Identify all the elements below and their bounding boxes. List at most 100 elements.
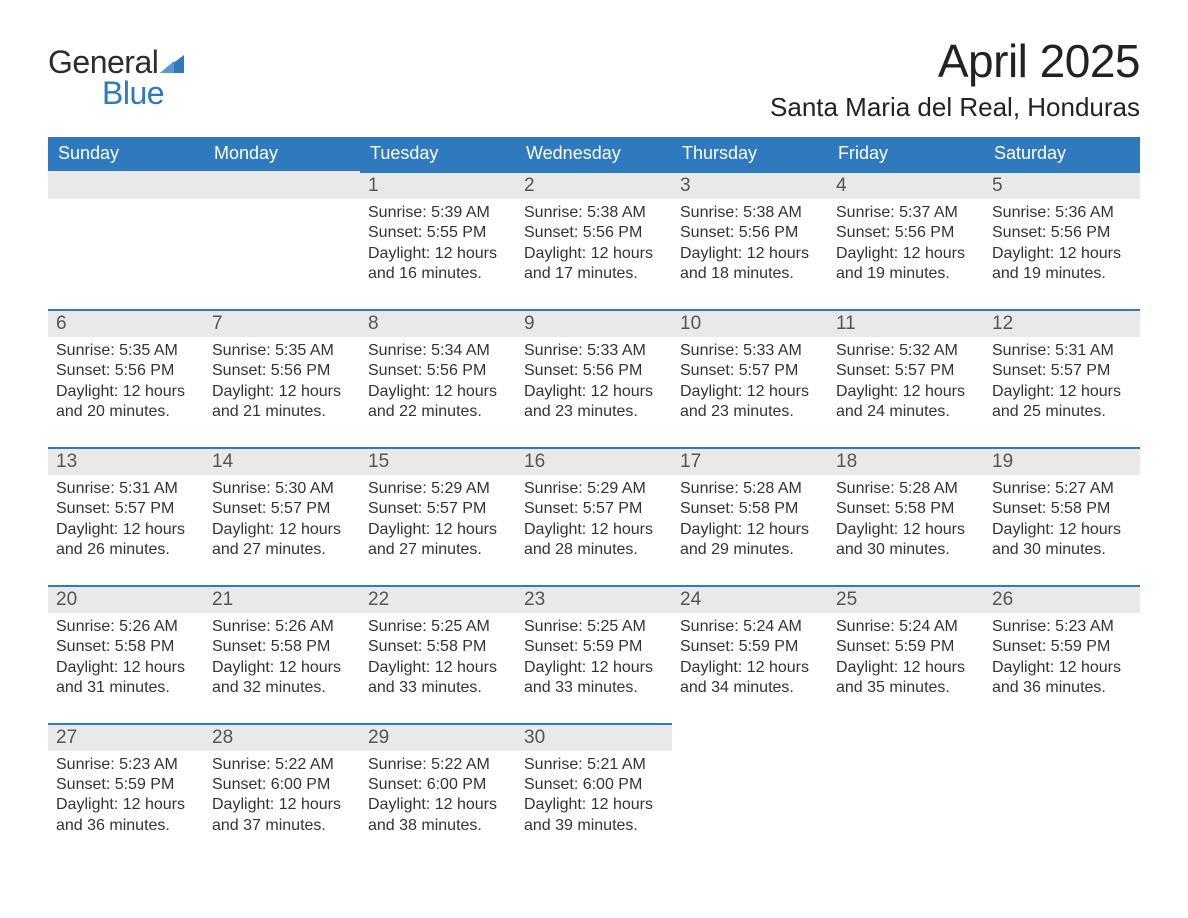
- empty-day-number: [48, 172, 204, 199]
- day-cell: Sunrise: 5:32 AMSunset: 5:57 PMDaylight:…: [828, 337, 984, 448]
- day-cell: Sunrise: 5:38 AMSunset: 5:56 PMDaylight:…: [672, 199, 828, 310]
- day-cell: Sunrise: 5:35 AMSunset: 5:56 PMDaylight:…: [48, 337, 204, 448]
- weekday-header: Monday: [204, 137, 360, 172]
- day-info: Sunrise: 5:25 AMSunset: 5:58 PMDaylight:…: [368, 613, 508, 699]
- day-number: 6: [48, 310, 204, 337]
- day-number: 7: [204, 310, 360, 337]
- weekday-header: Wednesday: [516, 137, 672, 172]
- day-cell: Sunrise: 5:35 AMSunset: 5:56 PMDaylight:…: [204, 337, 360, 448]
- day-info: Sunrise: 5:26 AMSunset: 5:58 PMDaylight:…: [212, 613, 352, 699]
- day-number: 13: [48, 448, 204, 475]
- day-number: 22: [360, 586, 516, 613]
- day-number: 5: [984, 172, 1140, 199]
- logo: General Blue: [48, 34, 188, 108]
- weekday-header: Friday: [828, 137, 984, 172]
- day-cell: Sunrise: 5:36 AMSunset: 5:56 PMDaylight:…: [984, 199, 1140, 310]
- day-info: Sunrise: 5:28 AMSunset: 5:58 PMDaylight:…: [836, 475, 976, 561]
- day-number: 4: [828, 172, 984, 199]
- page-title: April 2025: [770, 34, 1140, 88]
- day-number: 15: [360, 448, 516, 475]
- day-cell: Sunrise: 5:24 AMSunset: 5:59 PMDaylight:…: [672, 613, 828, 724]
- empty-day-number: [204, 172, 360, 199]
- day-number: 28: [204, 724, 360, 751]
- day-number: 23: [516, 586, 672, 613]
- day-cell: Sunrise: 5:26 AMSunset: 5:58 PMDaylight:…: [48, 613, 204, 724]
- day-info: Sunrise: 5:22 AMSunset: 6:00 PMDaylight:…: [368, 751, 508, 837]
- day-info: Sunrise: 5:39 AMSunset: 5:55 PMDaylight:…: [368, 199, 508, 285]
- day-number: 17: [672, 448, 828, 475]
- empty-day-cell: [48, 199, 204, 310]
- day-info: Sunrise: 5:22 AMSunset: 6:00 PMDaylight:…: [212, 751, 352, 837]
- day-number: 21: [204, 586, 360, 613]
- day-number: 8: [360, 310, 516, 337]
- empty-day-cell: [204, 199, 360, 310]
- day-cell: Sunrise: 5:28 AMSunset: 5:58 PMDaylight:…: [828, 475, 984, 586]
- day-number: 25: [828, 586, 984, 613]
- empty-day-cell: [984, 751, 1140, 861]
- day-info: Sunrise: 5:29 AMSunset: 5:57 PMDaylight:…: [524, 475, 664, 561]
- day-info: Sunrise: 5:32 AMSunset: 5:57 PMDaylight:…: [836, 337, 976, 423]
- day-cell: Sunrise: 5:33 AMSunset: 5:56 PMDaylight:…: [516, 337, 672, 448]
- weekday-header: Thursday: [672, 137, 828, 172]
- weekday-header: Tuesday: [360, 137, 516, 172]
- day-number: 11: [828, 310, 984, 337]
- day-cell: Sunrise: 5:33 AMSunset: 5:57 PMDaylight:…: [672, 337, 828, 448]
- day-info: Sunrise: 5:38 AMSunset: 5:56 PMDaylight:…: [524, 199, 664, 285]
- day-info: Sunrise: 5:24 AMSunset: 5:59 PMDaylight:…: [836, 613, 976, 699]
- day-number: 20: [48, 586, 204, 613]
- day-number: 10: [672, 310, 828, 337]
- day-info: Sunrise: 5:24 AMSunset: 5:59 PMDaylight:…: [680, 613, 820, 699]
- day-cell: Sunrise: 5:23 AMSunset: 5:59 PMDaylight:…: [984, 613, 1140, 724]
- day-number: 27: [48, 724, 204, 751]
- day-cell: Sunrise: 5:31 AMSunset: 5:57 PMDaylight:…: [984, 337, 1140, 448]
- day-number: 3: [672, 172, 828, 199]
- day-cell: Sunrise: 5:24 AMSunset: 5:59 PMDaylight:…: [828, 613, 984, 724]
- day-cell: Sunrise: 5:22 AMSunset: 6:00 PMDaylight:…: [204, 751, 360, 861]
- calendar-header-row: SundayMondayTuesdayWednesdayThursdayFrid…: [48, 137, 1140, 172]
- day-number: 18: [828, 448, 984, 475]
- day-number: 14: [204, 448, 360, 475]
- day-cell: Sunrise: 5:37 AMSunset: 5:56 PMDaylight:…: [828, 199, 984, 310]
- empty-day-cell: [672, 751, 828, 861]
- day-cell: Sunrise: 5:34 AMSunset: 5:56 PMDaylight:…: [360, 337, 516, 448]
- day-cell: Sunrise: 5:22 AMSunset: 6:00 PMDaylight:…: [360, 751, 516, 861]
- day-info: Sunrise: 5:23 AMSunset: 5:59 PMDaylight:…: [992, 613, 1132, 699]
- header: General Blue April 2025 Santa Maria del …: [48, 34, 1140, 137]
- logo-word-2: Blue: [48, 79, 188, 108]
- day-info: Sunrise: 5:37 AMSunset: 5:56 PMDaylight:…: [836, 199, 976, 285]
- day-cell: Sunrise: 5:27 AMSunset: 5:58 PMDaylight:…: [984, 475, 1140, 586]
- logo-sail-icon: [160, 52, 188, 81]
- day-number: 29: [360, 724, 516, 751]
- day-number: 16: [516, 448, 672, 475]
- day-number: 26: [984, 586, 1140, 613]
- title-block: April 2025 Santa Maria del Real, Hondura…: [770, 34, 1140, 137]
- day-info: Sunrise: 5:30 AMSunset: 5:57 PMDaylight:…: [212, 475, 352, 561]
- day-number: 30: [516, 724, 672, 751]
- day-cell: Sunrise: 5:31 AMSunset: 5:57 PMDaylight:…: [48, 475, 204, 586]
- day-cell: Sunrise: 5:25 AMSunset: 5:58 PMDaylight:…: [360, 613, 516, 724]
- day-info: Sunrise: 5:29 AMSunset: 5:57 PMDaylight:…: [368, 475, 508, 561]
- day-number: 24: [672, 586, 828, 613]
- day-number: 19: [984, 448, 1140, 475]
- day-number: 9: [516, 310, 672, 337]
- day-info: Sunrise: 5:33 AMSunset: 5:57 PMDaylight:…: [680, 337, 820, 423]
- day-info: Sunrise: 5:33 AMSunset: 5:56 PMDaylight:…: [524, 337, 664, 423]
- day-cell: Sunrise: 5:29 AMSunset: 5:57 PMDaylight:…: [360, 475, 516, 586]
- day-info: Sunrise: 5:27 AMSunset: 5:58 PMDaylight:…: [992, 475, 1132, 561]
- day-info: Sunrise: 5:31 AMSunset: 5:57 PMDaylight:…: [992, 337, 1132, 423]
- day-info: Sunrise: 5:35 AMSunset: 5:56 PMDaylight:…: [212, 337, 352, 423]
- day-cell: Sunrise: 5:38 AMSunset: 5:56 PMDaylight:…: [516, 199, 672, 310]
- empty-day-number: [828, 724, 984, 751]
- day-cell: Sunrise: 5:23 AMSunset: 5:59 PMDaylight:…: [48, 751, 204, 861]
- day-info: Sunrise: 5:34 AMSunset: 5:56 PMDaylight:…: [368, 337, 508, 423]
- day-number: 12: [984, 310, 1140, 337]
- day-info: Sunrise: 5:31 AMSunset: 5:57 PMDaylight:…: [56, 475, 196, 561]
- day-info: Sunrise: 5:38 AMSunset: 5:56 PMDaylight:…: [680, 199, 820, 285]
- day-info: Sunrise: 5:26 AMSunset: 5:58 PMDaylight:…: [56, 613, 196, 699]
- day-number: 2: [516, 172, 672, 199]
- day-number: 1: [360, 172, 516, 199]
- day-info: Sunrise: 5:28 AMSunset: 5:58 PMDaylight:…: [680, 475, 820, 561]
- day-cell: Sunrise: 5:30 AMSunset: 5:57 PMDaylight:…: [204, 475, 360, 586]
- day-cell: Sunrise: 5:39 AMSunset: 5:55 PMDaylight:…: [360, 199, 516, 310]
- location-subtitle: Santa Maria del Real, Honduras: [770, 92, 1140, 123]
